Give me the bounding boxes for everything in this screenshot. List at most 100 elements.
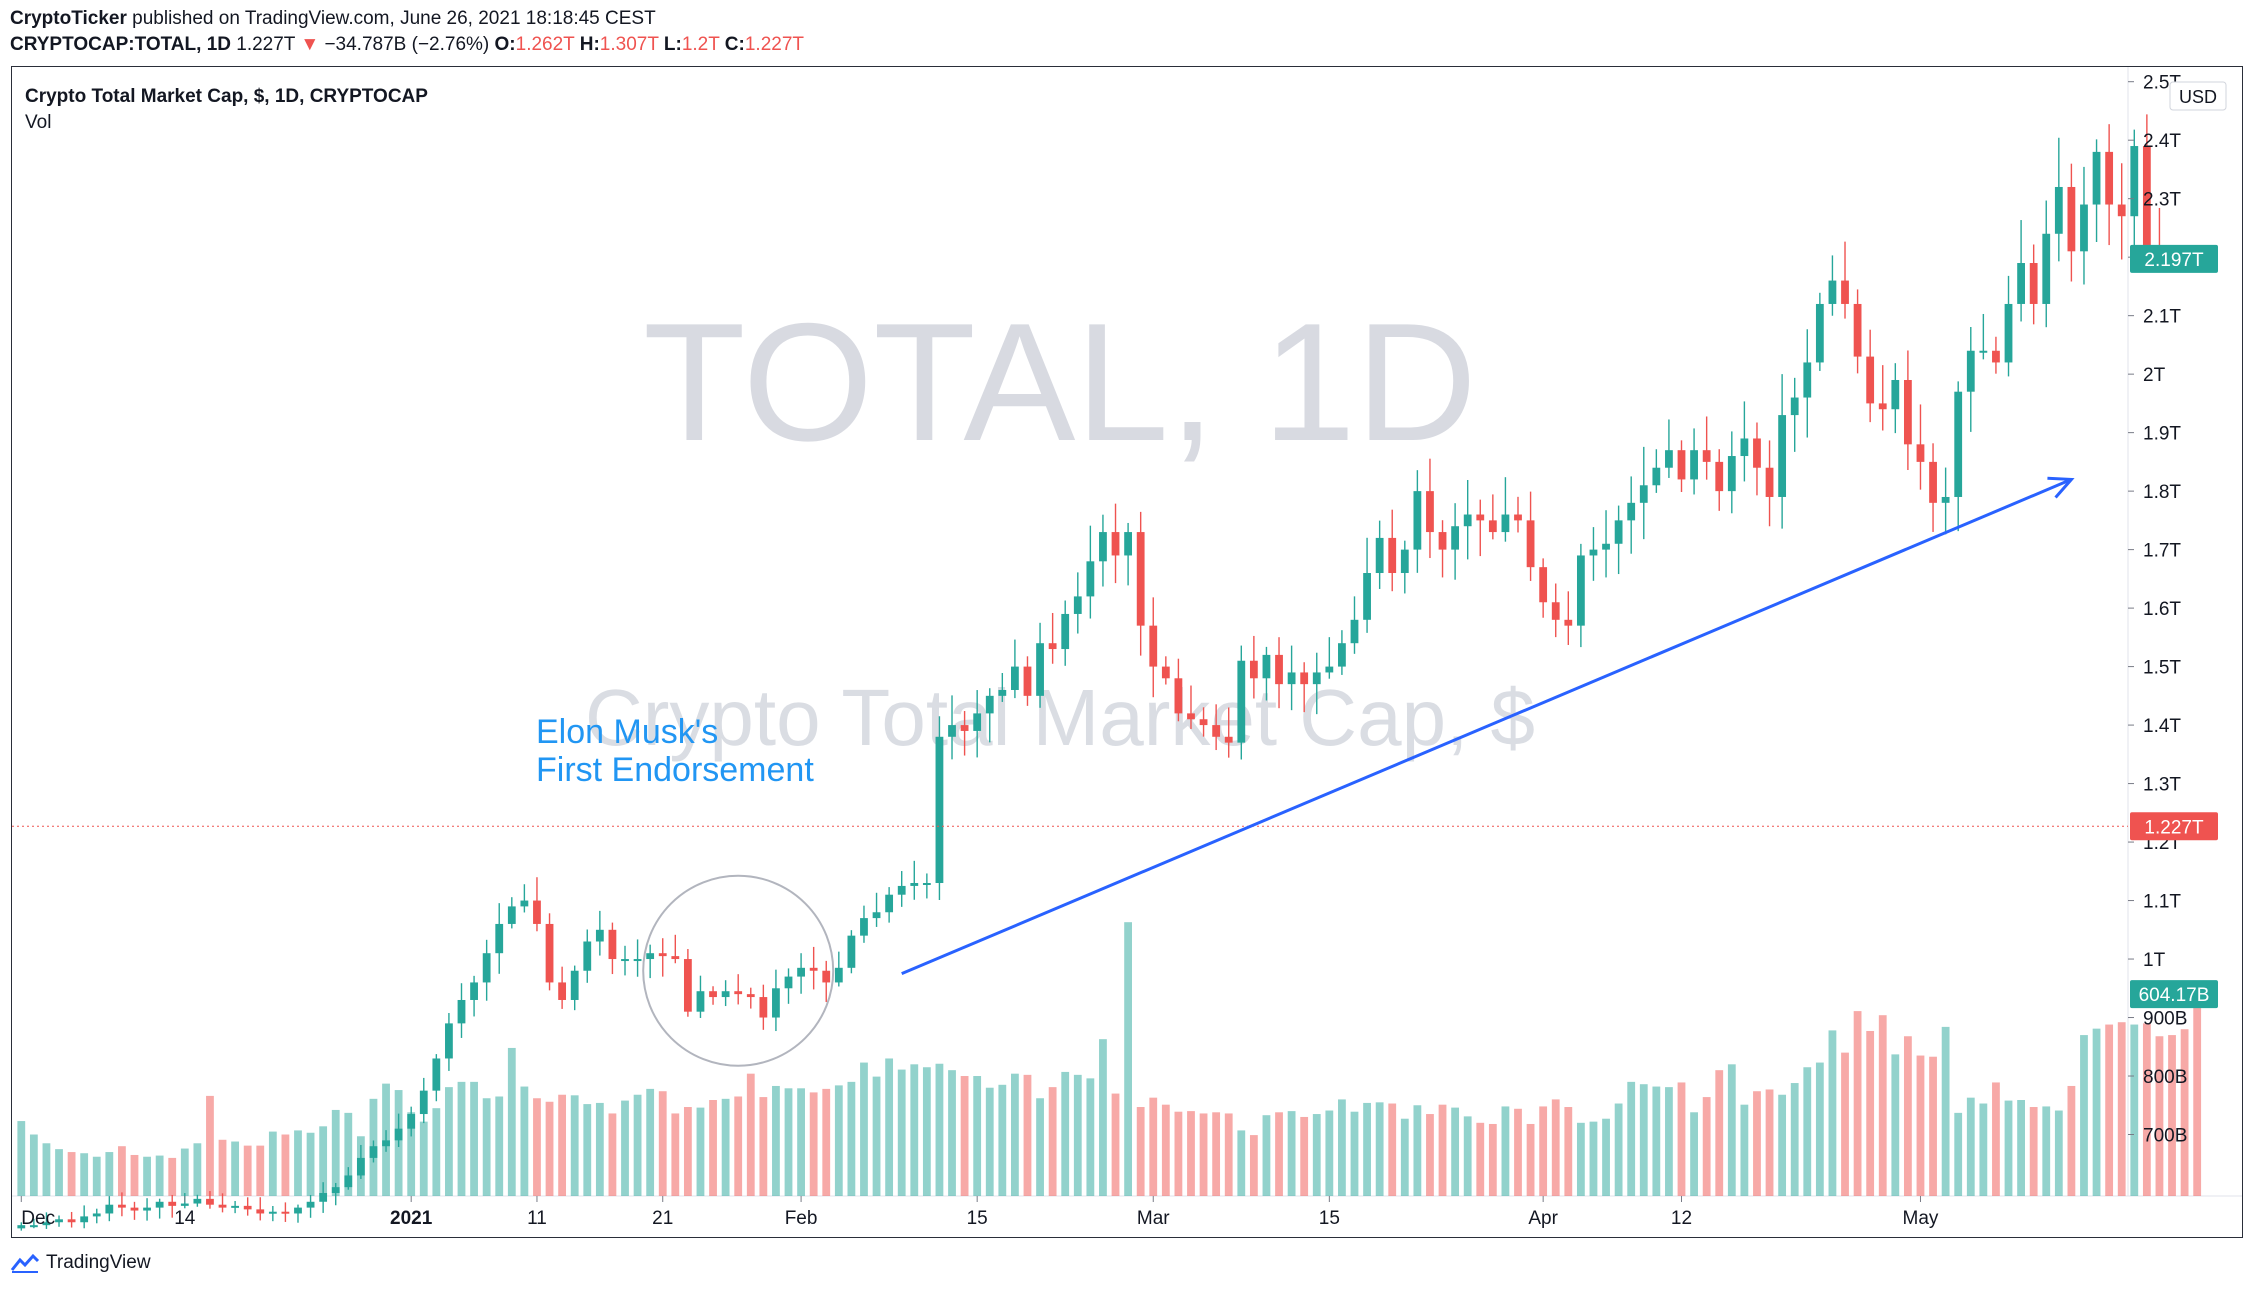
volume-bar (2130, 1024, 2139, 1196)
tradingview-footer[interactable]: TradingView (10, 1252, 151, 1274)
annotation-line-2: First Endorsement (536, 751, 814, 789)
candle-body (1979, 350, 1988, 353)
trend-arrow-line (901, 478, 2072, 976)
high-label: H: (579, 34, 600, 55)
volume-bar (910, 1064, 919, 1196)
candle-body (1551, 602, 1560, 620)
currency-label: USD (2179, 87, 2217, 107)
candle-body (885, 894, 894, 913)
volume-bar (193, 1143, 202, 1196)
candle-body (1375, 537, 1384, 574)
volume-legend: Vol (25, 112, 52, 133)
volume-bar (822, 1088, 831, 1196)
chart-legend-title: Crypto Total Market Cap, $, 1D, CRYPTOCA… (25, 86, 428, 107)
volume-bar (2067, 1085, 2076, 1196)
down-arrow-icon: ▼ (300, 34, 320, 55)
volume-bar (1866, 1030, 1875, 1196)
volume-bar (445, 1087, 453, 1196)
volume-bar (1677, 1082, 1686, 1196)
candle-body (1061, 613, 1070, 650)
candle-body (1073, 596, 1082, 614)
candle-body (1149, 625, 1158, 667)
publish-info: CryptoTicker published on TradingView.co… (10, 8, 656, 30)
volume-bar (268, 1131, 277, 1196)
volume-bar (55, 1149, 63, 1196)
candle-body (1639, 485, 1648, 503)
candle-body (143, 1207, 151, 1211)
price-tick-label: 700B (2143, 1126, 2187, 1147)
volume-bar (180, 1148, 189, 1196)
candle-body (29, 1225, 38, 1228)
candle-body (772, 988, 780, 1018)
volume-bar (1400, 1118, 1409, 1196)
candle-body (1564, 619, 1573, 626)
candle-body (1350, 619, 1359, 644)
volume-bar (1753, 1091, 1761, 1196)
volume-bar (495, 1096, 504, 1196)
candle-body (306, 1201, 315, 1208)
volume-bar (1363, 1102, 1371, 1196)
volume-bar (1199, 1113, 1208, 1196)
volume-bar (1941, 1026, 1950, 1196)
volume-bar (2092, 1028, 2101, 1196)
time-tick-label: 12 (1671, 1208, 1692, 1229)
volume-bar (1413, 1105, 1422, 1196)
candle-body (118, 1204, 126, 1208)
volume-bar (784, 1088, 793, 1196)
candle-body (1702, 450, 1711, 462)
volume-bar (1992, 1082, 2000, 1196)
candle-body (1853, 303, 1862, 357)
volume-bar (1149, 1097, 1158, 1196)
candle-body (1576, 555, 1585, 626)
candle-body (834, 967, 843, 983)
watermark-symbol: TOTAL, 1D (643, 288, 1477, 476)
candle-body (168, 1201, 177, 1206)
volume-bar (1614, 1103, 1623, 1196)
volume-bar (1727, 1064, 1736, 1196)
volume-bar (1262, 1115, 1271, 1196)
candle-body (231, 1205, 240, 1208)
volume-bar (1576, 1122, 1585, 1196)
price-badge-label: 604.17B (2139, 985, 2210, 1006)
candle-body (1249, 660, 1258, 679)
candle-body (583, 941, 592, 971)
candle-body (1476, 514, 1485, 521)
candle-body (268, 1211, 277, 1214)
volume-bar (1099, 1039, 1107, 1196)
last-price: 1.227T (236, 34, 296, 55)
candle-body (658, 953, 667, 957)
candle-body (180, 1203, 189, 1206)
candle-body (1161, 666, 1170, 679)
candle-body (520, 900, 529, 907)
candle-body (1501, 514, 1510, 533)
volume-bar (1639, 1084, 1648, 1196)
volume-bar (1426, 1114, 1434, 1196)
candle-body (344, 1175, 353, 1188)
volume-bar (646, 1088, 655, 1196)
volume-bar (1652, 1086, 1661, 1196)
volume-bar (42, 1143, 51, 1196)
candle-body (2054, 186, 2063, 234)
candle-body (1438, 532, 1447, 550)
volume-bar (2117, 1022, 2126, 1196)
volume-bar (206, 1095, 214, 1196)
candle-body (2142, 146, 2151, 252)
volume-bars (17, 922, 2202, 1196)
price-tick-label: 2.1T (2143, 307, 2181, 328)
volume-bar (231, 1141, 240, 1196)
volume-bar (809, 1092, 818, 1196)
time-tick-label: Feb (785, 1208, 818, 1229)
tradingview-logo-icon (10, 1253, 40, 1273)
candle-body (721, 991, 730, 998)
volume-bar (948, 1070, 956, 1196)
volume-bar (218, 1139, 227, 1196)
candle-body (1300, 672, 1309, 685)
candle-body (809, 967, 818, 971)
price-tick-label: 1.7T (2143, 541, 2181, 562)
volume-bar (683, 1107, 692, 1196)
candle-body (495, 923, 504, 954)
price-tick-label: 1T (2143, 950, 2166, 971)
volume-bar (935, 1063, 944, 1196)
volume-bar (432, 1108, 441, 1196)
